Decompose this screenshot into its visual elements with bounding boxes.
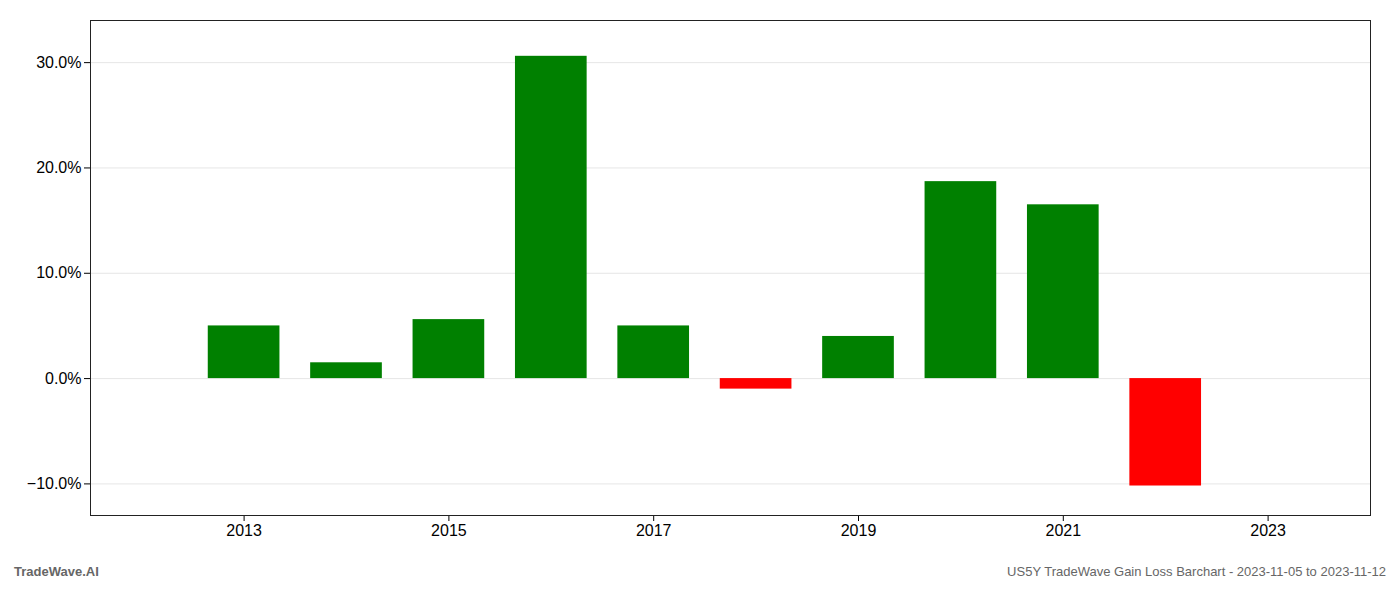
svg-text:10.0%: 10.0% [36, 264, 81, 281]
svg-text:2015: 2015 [431, 522, 467, 539]
html-text:US5Y TradeWave Gain Loss Barch: US5Y TradeWave Gain Loss Barchart - 2023… [1007, 564, 1386, 579]
svg-text:−10.0%: −10.0% [27, 475, 82, 492]
svg-text:2023: 2023 [1250, 522, 1286, 539]
svg-text:20.0%: 20.0% [36, 159, 81, 176]
svg-text:2013: 2013 [226, 522, 262, 539]
svg-text:30.0%: 30.0% [36, 54, 81, 71]
svg-text:2021: 2021 [1046, 522, 1082, 539]
html-text:TradeWave.AI: TradeWave.AI [14, 564, 99, 579]
svg-text:2019: 2019 [841, 522, 877, 539]
svg-text:0.0%: 0.0% [45, 370, 81, 387]
svg-text:2017: 2017 [636, 522, 672, 539]
